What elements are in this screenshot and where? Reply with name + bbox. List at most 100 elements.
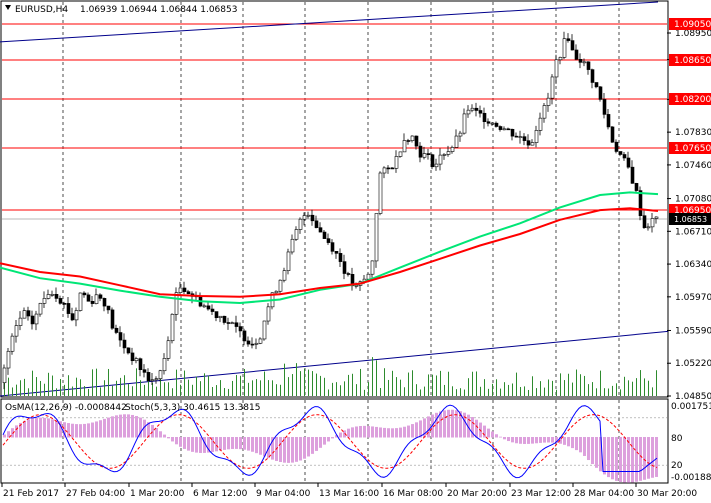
osma-bar — [415, 422, 418, 438]
level-price-tag-label: 1.06950 — [674, 206, 711, 216]
candle-body — [366, 273, 371, 280]
osma-bar — [63, 422, 66, 438]
price-tick-label: 1.04850 — [675, 392, 711, 402]
osma-bar — [395, 428, 398, 438]
volume-bar — [480, 386, 481, 396]
volume-bar — [556, 389, 557, 396]
candle-body — [510, 128, 515, 137]
osma-bar — [227, 437, 230, 450]
osma-bar — [199, 437, 202, 453]
volume-bar — [504, 382, 505, 396]
osma-bar — [127, 414, 130, 438]
candle-body — [450, 147, 455, 152]
candle-body — [322, 231, 327, 239]
candle-body — [402, 140, 407, 153]
candle-body — [462, 113, 467, 134]
osma-bar — [435, 412, 438, 438]
osma-bar — [647, 437, 650, 479]
trend-lines — [0, 1, 669, 397]
osma-bar — [19, 422, 22, 438]
time-tick-label: 9 Mar 04:00 — [256, 489, 311, 499]
candle-body — [54, 294, 59, 299]
collapse-triangle-icon[interactable] — [5, 5, 11, 10]
stoch-axis-20: 20 — [671, 461, 683, 471]
osma-bar — [179, 437, 182, 447]
osma-bar — [603, 437, 606, 475]
candle-body — [486, 121, 491, 124]
osma-bar — [571, 437, 574, 449]
volume-bar — [516, 372, 517, 396]
volume-bar — [352, 373, 353, 396]
candle-body — [558, 56, 563, 61]
candle-body — [46, 294, 51, 299]
volume-bar — [492, 383, 493, 396]
osma-bar — [159, 431, 162, 438]
candle-body — [150, 379, 155, 382]
ohlc-values: 1.06939 1.06944 1.06844 1.06853 — [80, 5, 237, 15]
osma-bar — [471, 417, 474, 438]
osma-bar — [11, 428, 14, 438]
osma-bar — [295, 437, 298, 462]
lower-trend-line[interactable] — [0, 330, 669, 397]
upper-trend-line[interactable] — [0, 1, 659, 43]
osma-bar — [303, 437, 306, 459]
indicator-axis: 0.0017517 80 20 -0.001889 — [671, 402, 711, 483]
volume-bar — [636, 378, 637, 396]
volume-bar — [600, 370, 601, 396]
candle-body — [234, 322, 239, 327]
osma-bar — [111, 416, 114, 438]
osma-bar — [579, 437, 582, 453]
candle-body — [14, 325, 19, 337]
osma-bar — [123, 414, 126, 438]
candle-body — [390, 167, 395, 170]
candle-body — [602, 99, 607, 115]
osma-bar — [135, 416, 138, 438]
volume-bar — [464, 389, 465, 396]
candle-body — [126, 347, 131, 354]
osma-bar — [511, 437, 514, 443]
osma-bar — [483, 425, 486, 438]
osma-bar — [523, 437, 526, 444]
osma-bar — [651, 437, 654, 478]
level-price-tag — [669, 142, 711, 154]
candle-body — [594, 82, 599, 88]
candle-body — [166, 340, 171, 359]
osma-bar — [283, 437, 286, 463]
candle-body — [94, 294, 99, 304]
volume-bar — [392, 370, 393, 396]
volume-bar — [316, 373, 317, 396]
osma-bar — [323, 437, 326, 445]
volume-bar — [292, 374, 293, 396]
candle-body — [6, 350, 11, 369]
candle-body — [542, 105, 547, 119]
candle-body — [38, 302, 43, 315]
candle-body — [210, 308, 215, 312]
osma-bar — [171, 437, 174, 442]
stoch-signal-line — [2, 414, 658, 469]
volume-bar — [156, 386, 157, 396]
osma-bar — [371, 426, 374, 438]
candle-body — [258, 338, 263, 344]
candle-body — [502, 128, 507, 131]
volume-bar — [200, 381, 201, 396]
volume-bar — [288, 377, 289, 396]
volume-bar — [264, 371, 265, 396]
osma-bar — [279, 437, 282, 463]
osma-bar — [543, 437, 546, 443]
candle-body — [538, 117, 543, 131]
osma-bar — [407, 425, 410, 438]
volume-bar — [444, 384, 445, 396]
osma-bar — [55, 420, 58, 438]
osma-bar — [503, 437, 506, 440]
volume-bar — [100, 387, 101, 396]
osma-bar — [587, 437, 590, 461]
price-tick-label: 1.06340 — [675, 260, 711, 270]
volume-bar — [508, 384, 509, 396]
volume-bar — [112, 385, 113, 396]
osma-bar — [75, 424, 78, 438]
osma-bar — [99, 420, 102, 438]
volume-bar — [212, 387, 213, 396]
volume-bar — [80, 379, 81, 396]
osma-bar — [379, 427, 382, 438]
